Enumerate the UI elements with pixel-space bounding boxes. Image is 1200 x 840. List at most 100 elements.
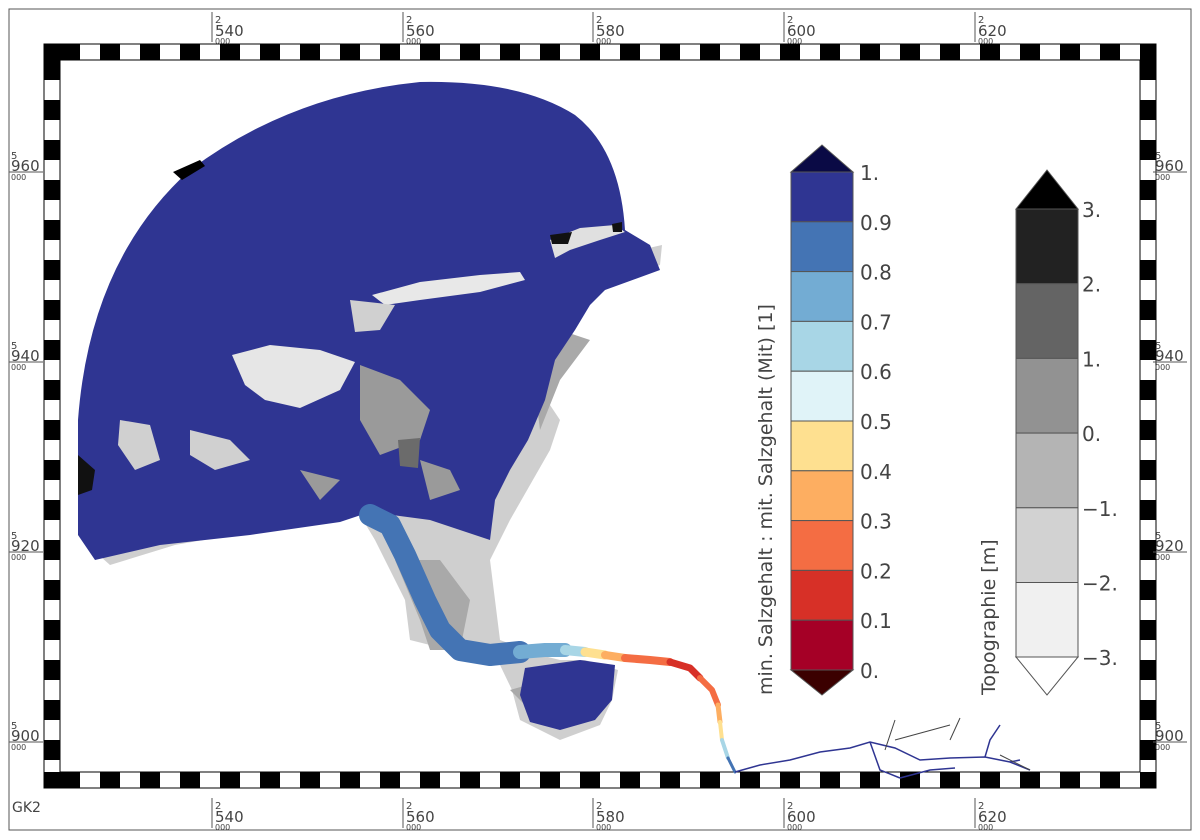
x-tick-prefix: 2 (978, 801, 984, 812)
shoals-west (118, 300, 395, 470)
salinity-color-box (790, 171, 854, 223)
x-tick-value: 540 (215, 22, 244, 40)
y-tick-suffix: 000 (1155, 743, 1170, 752)
salinity-color-box (790, 271, 854, 322)
y-tick-value: 920 (11, 537, 40, 555)
salinity-color-box (790, 221, 854, 273)
x-tick-suffix: 000 (406, 823, 421, 832)
y-tick-value: 940 (11, 347, 40, 365)
salinity-color-box (790, 370, 854, 422)
salinity-label: 0.8 (860, 261, 892, 285)
salinity-label: 0.4 (860, 460, 892, 484)
x-tick-suffix: 000 (978, 37, 993, 46)
y-tick-suffix: 000 (1155, 173, 1170, 182)
map-border (43, 43, 1157, 789)
salinity-color-box (790, 569, 854, 621)
grid-system-label: GK2 (12, 800, 41, 816)
topography-color-box (1015, 432, 1079, 509)
salinity-arrow-bottom (789, 669, 855, 696)
y-tick-value: 900 (1155, 727, 1184, 745)
x-tick-prefix: 2 (215, 15, 221, 26)
topography-tidal-flats (395, 330, 610, 720)
salinity-label: 0.3 (860, 510, 892, 534)
island-high-point-3 (612, 222, 622, 232)
x-tick-suffix: 000 (978, 823, 993, 832)
topography-legend: 3. 2. 1. 0. −1. −2. −3. Topographie [m] (978, 169, 1118, 696)
y-tick-suffix: 000 (11, 173, 26, 182)
river-channel (359, 504, 737, 774)
topography-label: −3. (1082, 646, 1118, 670)
salinity-label: 0.1 (860, 609, 892, 633)
y-tick-prefix: 5 (1155, 341, 1161, 352)
y-tick-prefix: 5 (11, 341, 17, 352)
topography-color-box (1015, 507, 1079, 583)
salinity-label: 0.2 (860, 559, 892, 583)
x-tick-suffix: 000 (596, 37, 611, 46)
x-tick-value: 600 (787, 22, 816, 40)
topography-color-box (1015, 283, 1079, 359)
y-tick-value: 960 (1155, 157, 1184, 175)
map-area (78, 81, 1031, 779)
y-tick-suffix: 000 (11, 363, 26, 372)
x-tick-value: 620 (978, 808, 1007, 826)
river-network (734, 717, 1031, 779)
y-tick-prefix: 5 (1155, 721, 1161, 732)
island-high-point-1 (173, 160, 205, 180)
x-tick-prefix: 2 (978, 15, 984, 26)
topography-label: −1. (1082, 497, 1118, 521)
x-tick-value: 580 (596, 22, 625, 40)
y-tick-value: 940 (1155, 347, 1184, 365)
x-tick-suffix: 000 (596, 823, 611, 832)
salinity-label: 1. (860, 161, 879, 185)
topography-arrow-bottom (1014, 656, 1080, 696)
y-tick-prefix: 5 (11, 721, 17, 732)
x-tick-suffix: 000 (787, 37, 802, 46)
y-tick-suffix: 000 (1155, 363, 1170, 372)
topography-color-box (1015, 208, 1079, 285)
x-tick-prefix: 2 (406, 801, 412, 812)
topography-label: 3. (1082, 198, 1101, 222)
salinity-color-box (790, 320, 854, 372)
salinity-label: 0. (860, 659, 879, 683)
x-tick-prefix: 2 (406, 15, 412, 26)
water-basin (520, 660, 615, 730)
salinity-color-box (790, 470, 854, 522)
salinity-color-box (790, 420, 854, 472)
x-tick-suffix: 000 (406, 37, 421, 46)
island-north (372, 272, 525, 305)
salinity-label: 0.5 (860, 410, 892, 434)
topography-color-box (1015, 582, 1079, 658)
island-high-point-2 (550, 232, 572, 244)
x-tick-value: 560 (406, 22, 435, 40)
x-tick-prefix: 2 (215, 801, 221, 812)
y-tick-suffix: 000 (11, 743, 26, 752)
shoal-dark (398, 438, 420, 468)
y-tick-prefix: 5 (1155, 531, 1161, 542)
x-tick-value: 540 (215, 808, 244, 826)
salinity-label: 0.6 (860, 360, 892, 384)
topography-color-box (1015, 357, 1079, 434)
x-tick-prefix: 2 (787, 15, 793, 26)
salinity-color-box (790, 520, 854, 571)
coast-west-dark (78, 455, 95, 495)
x-tick-value: 560 (406, 808, 435, 826)
y-tick-value: 900 (11, 727, 40, 745)
y-tick-suffix: 000 (1155, 553, 1170, 562)
x-tick-prefix: 2 (596, 801, 602, 812)
topography-label: 1. (1082, 347, 1101, 371)
topography-label: 0. (1082, 422, 1101, 446)
outer-frame (8, 8, 1192, 831)
y-tick-prefix: 5 (1155, 151, 1161, 162)
y-tick-prefix: 5 (11, 151, 17, 162)
topography-label: −2. (1082, 572, 1118, 596)
x-tick-suffix: 000 (215, 37, 230, 46)
x-tick-value: 620 (978, 22, 1007, 40)
shoals-center (300, 365, 460, 500)
salinity-label: 0.9 (860, 211, 892, 235)
x-tick-value: 580 (596, 808, 625, 826)
